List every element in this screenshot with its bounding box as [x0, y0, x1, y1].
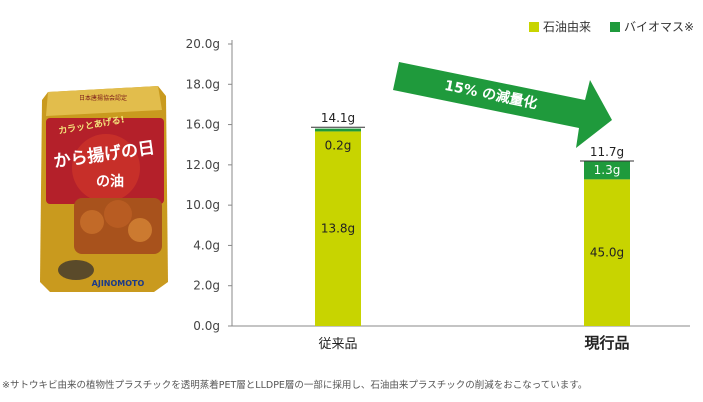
product-package-image: 日本唐揚協会認定 カラッとあげる! から揚げの日 の油 AJINOMOTO [40, 86, 168, 292]
bar-segment [584, 179, 630, 326]
bar-segment [584, 161, 630, 180]
legend-label-biomass: バイオマス※ [624, 20, 694, 34]
package-maker: AJINOMOTO [92, 279, 145, 288]
legend-swatch-petroleum [529, 22, 539, 32]
bar-segment [315, 128, 361, 132]
reduction-arrow: 15% の減量化 [393, 62, 612, 148]
package-name-line2: の油 [96, 173, 124, 190]
total-label: 14.1g [321, 111, 355, 125]
y-axis-ticks: 0.0g 2.0g 4.0g 10.0g 12.0g 16.0g 18.0g 20.0g [186, 37, 232, 333]
y-tick-label: 20.0g [186, 37, 220, 51]
y-tick-label: 10.0g [186, 198, 220, 212]
legend-swatch-biomass [610, 22, 620, 32]
package-brand-top: 日本唐揚協会認定 [79, 94, 127, 102]
y-tick-label: 4.0g [193, 238, 220, 252]
y-tick-label: 0.0g [193, 319, 220, 333]
y-tick-label: 16.0g [186, 118, 220, 132]
segment-label: 0.2g [325, 138, 352, 152]
y-tick-label: 2.0g [193, 279, 220, 293]
category-label: 現行品 [584, 334, 629, 352]
segment-label: 1.3g [594, 163, 621, 177]
bar-segment [315, 131, 361, 326]
y-tick-label: 12.0g [186, 158, 220, 172]
legend-label-petroleum: 石油由来 [543, 20, 591, 34]
legend: 石油由来 バイオマス※ [529, 20, 694, 34]
segment-label: 13.8g [321, 222, 355, 236]
footnote: ※サトウキビ由来の植物性プラスチックを透明蒸着PET層とLLDPE層の一部に採用… [2, 380, 588, 391]
y-tick-label: 18.0g [186, 77, 220, 91]
segment-label: 45.0g [590, 246, 624, 260]
bar-labels: 14.1g 13.8g 0.2g 従来品 11.7g 45.0g 1.3g 現行品 [311, 111, 634, 352]
bars [315, 128, 630, 326]
category-label: 従来品 [318, 337, 357, 352]
total-label: 11.7g [590, 145, 624, 159]
